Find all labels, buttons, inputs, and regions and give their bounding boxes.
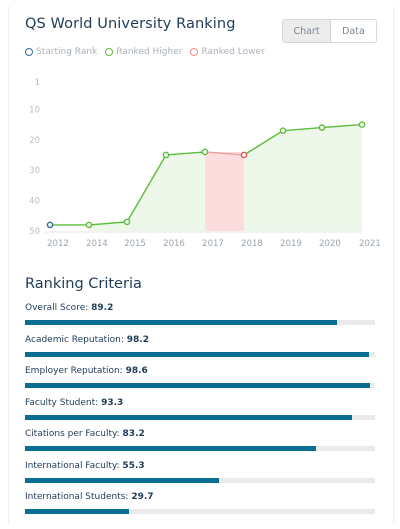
criteria-name: Citations per Faculty: xyxy=(25,429,123,439)
y-tick-label: 1 xyxy=(35,78,40,88)
x-tick-label: 2021 xyxy=(359,239,381,249)
series-line-segment xyxy=(243,130,284,156)
criteria-score: 55.3 xyxy=(122,460,145,471)
series-line-segment xyxy=(88,221,128,226)
ranked-higher-area xyxy=(244,130,283,231)
x-tick-label: 2014 xyxy=(86,239,108,249)
criteria-bar-fill xyxy=(25,509,129,514)
data-point xyxy=(85,221,93,229)
criteria-bar-fill xyxy=(25,383,371,388)
starting-rank-dot-icon xyxy=(25,48,33,56)
data-point xyxy=(201,148,209,156)
criteria-item: International Faculty: 55.3 xyxy=(25,460,375,492)
criteria-list: Overall Score: 89.2 Academic Reputation: … xyxy=(25,302,375,523)
series-line-segment xyxy=(282,126,323,132)
chart-view-button[interactable]: Chart xyxy=(283,20,331,42)
criteria-label: Employer Reputation: 98.6 xyxy=(25,365,375,379)
criteria-name: Academic Reputation: xyxy=(25,334,127,345)
rank-chart: 1 10 20 30 40 50 2012 2014 2015 2016 2017 2018 2019 2… xyxy=(29,78,381,249)
data-point xyxy=(279,127,287,134)
criteria-score: 93.3 xyxy=(101,397,124,408)
legend-label: Starting Rank xyxy=(36,47,98,57)
ranked-higher-dot-icon xyxy=(105,48,114,56)
ranked-higher-area xyxy=(127,154,166,231)
series-line-segment xyxy=(165,151,206,156)
criteria-name: Overall Score: xyxy=(25,303,92,313)
ranked-higher-area xyxy=(322,124,362,231)
chart-legend: Starting Rank Ranked Higher Ranked Lower xyxy=(25,47,265,57)
ranked-higher-area xyxy=(283,127,322,231)
criteria-name: International Students: xyxy=(25,492,132,502)
data-point xyxy=(358,121,366,128)
x-tick-label: 2020 xyxy=(319,239,341,249)
criteria-bar-track xyxy=(25,477,375,483)
x-tick-label: 2019 xyxy=(280,239,302,249)
criteria-score: 98.2 xyxy=(126,334,149,345)
y-tick-label: 20 xyxy=(29,136,40,146)
legend-label: Ranked Higher xyxy=(116,47,183,57)
series-line-segment xyxy=(321,123,363,129)
x-tick-label: 2012 xyxy=(47,239,69,249)
criteria-item: Citations per Faculty: 83.2 xyxy=(25,428,375,460)
criteria-bar-fill xyxy=(25,446,317,451)
criteria-score: 98.6 xyxy=(125,366,148,376)
ranked-lower-area xyxy=(205,151,244,231)
y-tick-label: 50 xyxy=(29,227,40,237)
criteria-bar-fill xyxy=(25,414,352,420)
criteria-bar-fill xyxy=(25,351,369,357)
criteria-label: Citations per Faculty: 83.2 xyxy=(25,428,375,442)
legend-label: Ranked Lower xyxy=(201,47,265,57)
x-tick-label: 2016 xyxy=(163,239,185,249)
legend-ranked-lower: Ranked Lower xyxy=(190,47,265,57)
card-frame xyxy=(8,6,394,524)
data-point xyxy=(240,151,248,159)
criteria-item: Faculty Student: 93.3 xyxy=(25,397,375,429)
y-tick-label: 40 xyxy=(29,197,40,207)
criteria-score: 29.7 xyxy=(131,492,154,502)
criteria-label: International Faculty: 55.3 xyxy=(25,460,375,474)
criteria-bar-fill xyxy=(25,320,338,325)
x-tick-label: 2017 xyxy=(202,239,224,249)
criteria-title: Ranking Criteria xyxy=(25,276,142,292)
criteria-label: Overall Score: 89.2 xyxy=(25,302,375,316)
y-tick-label: 30 xyxy=(29,166,40,176)
legend-starting-rank: Starting Rank xyxy=(25,47,97,57)
criteria-item: Employer Reputation: 98.6 xyxy=(25,365,375,397)
ranked-higher-area xyxy=(166,151,205,231)
data-point xyxy=(162,151,170,159)
criteria-item: Academic Reputation: 98.2 xyxy=(25,334,375,366)
data-point xyxy=(46,221,54,229)
criteria-item: Overall Score: 89.2 xyxy=(25,302,375,334)
page-title: QS World University Ranking xyxy=(25,16,236,32)
criteria-bar-track xyxy=(25,446,375,451)
data-point xyxy=(123,218,131,226)
criteria-bar-track xyxy=(25,351,375,357)
criteria-score: 89.2 xyxy=(91,303,114,313)
series-line-segment xyxy=(204,151,245,156)
data-view-button[interactable]: Data xyxy=(331,20,376,42)
data-point xyxy=(318,124,326,131)
ranked-lower-dot-icon xyxy=(190,48,199,56)
criteria-bar-track xyxy=(25,383,375,388)
criteria-label: Academic Reputation: 98.2 xyxy=(25,334,375,348)
criteria-name: Faculty Student: xyxy=(25,397,102,408)
criteria-bar-track xyxy=(25,509,375,514)
criteria-name: International Faculty: xyxy=(25,460,123,471)
criteria-item: International Students: 29.7 xyxy=(25,491,375,523)
ranked-higher-area xyxy=(89,221,127,231)
criteria-bar-fill xyxy=(25,477,219,483)
criteria-label: Faculty Student: 93.3 xyxy=(25,397,375,411)
criteria-bar-track xyxy=(25,414,375,420)
y-tick-label: 10 xyxy=(29,105,40,115)
legend-ranked-higher: Ranked Higher xyxy=(105,47,182,57)
series-line-segment xyxy=(126,154,167,223)
x-tick-label: 2015 xyxy=(124,239,146,249)
view-toggle[interactable]: Chart Data xyxy=(282,19,377,43)
criteria-label: International Students: 29.7 xyxy=(25,491,375,505)
criteria-score: 83.2 xyxy=(122,429,145,439)
x-tick-label: 2018 xyxy=(241,239,263,249)
criteria-bar-track xyxy=(25,320,375,325)
criteria-name: Employer Reputation: xyxy=(25,366,126,376)
